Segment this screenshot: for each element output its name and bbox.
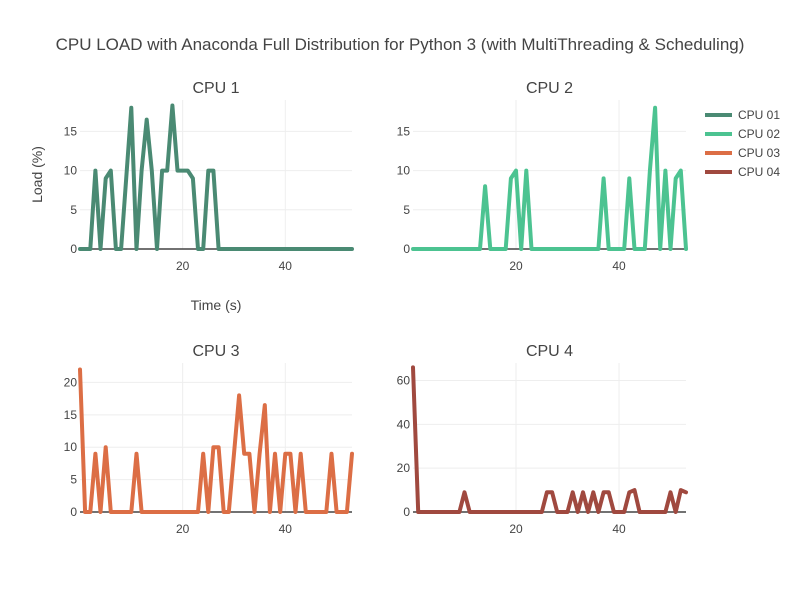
legend-label: CPU 02 <box>738 127 780 141</box>
y-tick-label: 0 <box>403 242 410 256</box>
subplot-title: CPU 3 <box>192 343 239 360</box>
series-line-cpu-4[interactable] <box>411 365 688 514</box>
subplot-grid: CPU 1 20 40 0 5 10 15 Time (s) Load (%) CPU 2 20 40… <box>29 80 688 536</box>
y-axis-title: Load (%) <box>29 146 45 203</box>
subplot-title: CPU 1 <box>192 80 239 97</box>
series-line-cpu-2[interactable] <box>411 105 688 251</box>
x-tick-label: 40 <box>279 259 293 273</box>
y-tick-label: 15 <box>397 124 411 138</box>
legend-label: CPU 01 <box>738 108 780 122</box>
chart-title: CPU LOAD with Anaconda Full Distribution… <box>56 35 745 54</box>
y-tick-label: 0 <box>70 505 77 519</box>
legend-label: CPU 04 <box>738 165 780 179</box>
x-tick-label: 40 <box>612 259 626 273</box>
x-tick-label: 20 <box>509 259 523 273</box>
legend-label: CPU 03 <box>738 146 780 160</box>
legend-item-cpu-04[interactable]: CPU 04 <box>705 165 780 179</box>
x-tick-label: 40 <box>279 522 293 536</box>
x-tick-label: 20 <box>509 522 523 536</box>
legend[interactable]: CPU 01 CPU 02 CPU 03 CPU 04 <box>705 108 780 179</box>
subplot-title: CPU 4 <box>526 343 573 360</box>
subplot-title: CPU 2 <box>526 80 573 97</box>
y-tick-label: 10 <box>397 164 411 178</box>
legend-item-cpu-03[interactable]: CPU 03 <box>705 146 780 160</box>
x-axis-title: Time (s) <box>191 297 242 313</box>
x-tick-label: 40 <box>612 522 626 536</box>
y-tick-label: 15 <box>64 408 78 422</box>
subplot-cpu-4: CPU 4 20 40 0 20 40 60 <box>397 343 688 536</box>
y-tick-label: 5 <box>403 203 410 217</box>
x-tick-label: 20 <box>176 259 190 273</box>
y-tick-label: 5 <box>70 473 77 487</box>
y-tick-label: 20 <box>64 375 78 389</box>
subplot-cpu-1: CPU 1 20 40 0 5 10 15 Time (s) Load (%) <box>29 80 354 313</box>
y-tick-label: 5 <box>70 203 77 217</box>
subplot-cpu-3: CPU 3 20 40 0 5 10 15 20 <box>64 343 354 536</box>
y-tick-label: 40 <box>397 417 411 431</box>
y-tick-label: 15 <box>64 124 78 138</box>
y-tick-label: 20 <box>397 461 411 475</box>
subplot-cpu-2: CPU 2 20 40 0 5 10 15 <box>397 80 688 273</box>
legend-item-cpu-02[interactable]: CPU 02 <box>705 127 780 141</box>
series-line-cpu-3[interactable] <box>78 367 354 514</box>
series-line-cpu-1[interactable] <box>78 103 354 251</box>
y-tick-label: 10 <box>64 164 78 178</box>
y-tick-label: 0 <box>70 242 77 256</box>
y-tick-label: 10 <box>64 440 78 454</box>
y-tick-label: 0 <box>403 505 410 519</box>
legend-item-cpu-01[interactable]: CPU 01 <box>705 108 780 122</box>
y-tick-label: 60 <box>397 374 411 388</box>
x-tick-label: 20 <box>176 522 190 536</box>
